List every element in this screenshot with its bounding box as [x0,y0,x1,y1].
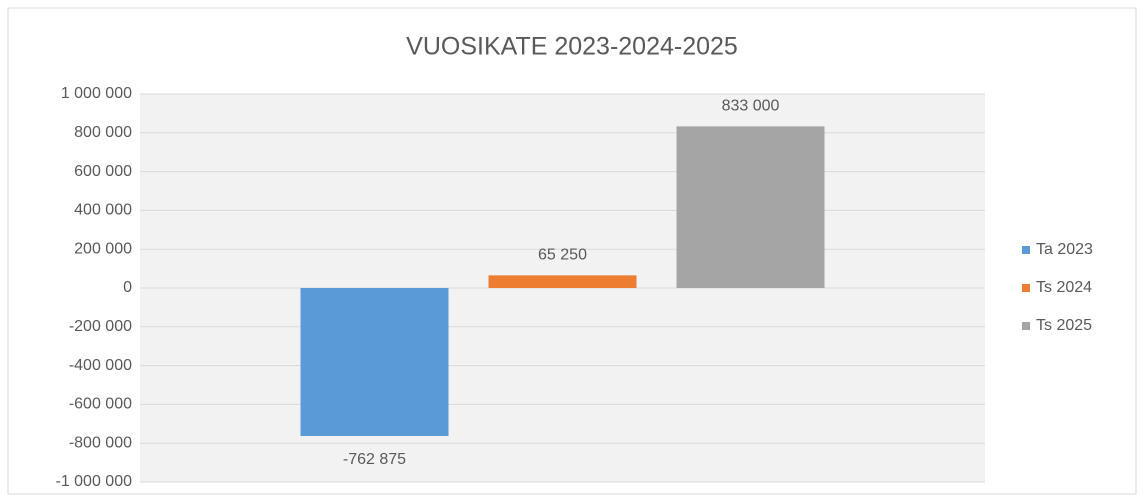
y-tick-label: -1 000 000 [55,473,132,490]
legend-label: Ts 2025 [1036,317,1092,334]
y-tick-label: 600 000 [74,163,132,180]
y-tick-label: 1 000 000 [61,85,132,102]
y-tick-label: -400 000 [69,357,132,374]
legend-label: Ta 2023 [1036,241,1093,258]
y-tick-label: 800 000 [74,124,132,141]
data-label: 65 250 [538,247,587,264]
chart-title: VUOSIKATE 2023-2024-2025 [406,33,738,61]
bar [300,288,449,436]
data-label: 833 000 [722,98,780,115]
bar [488,275,637,288]
y-tick-label: 400 000 [74,202,132,219]
legend-swatch [1022,246,1030,254]
y-tick-label: -800 000 [69,434,132,451]
legend-swatch [1022,322,1030,330]
bar [676,126,825,288]
y-tick-label: 200 000 [74,240,132,257]
data-label: -762 875 [343,451,406,468]
y-tick-label: -600 000 [69,396,132,413]
y-tick-label: 0 [123,279,132,296]
y-tick-label: -200 000 [69,318,132,335]
legend-swatch [1022,284,1030,292]
legend-label: Ts 2024 [1036,279,1092,296]
